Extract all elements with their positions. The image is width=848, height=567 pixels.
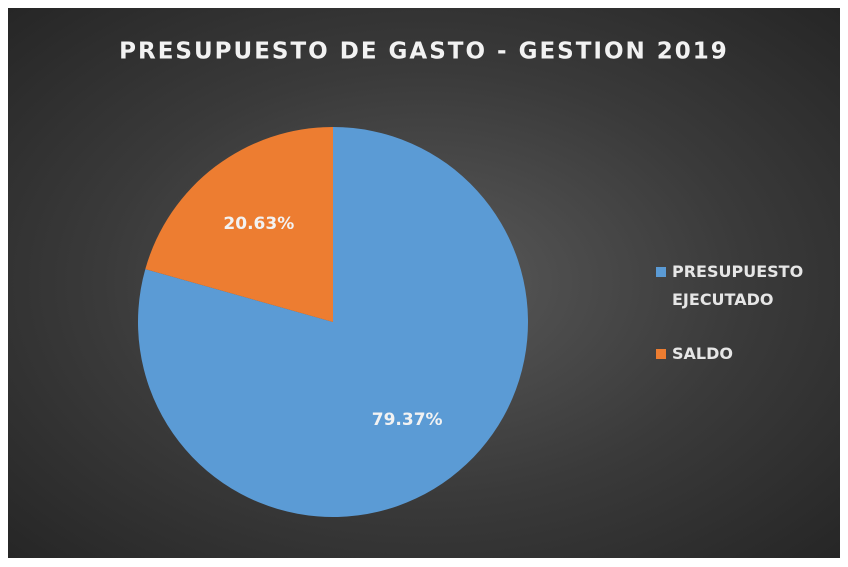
data-label: 79.37%	[372, 410, 443, 430]
legend-label: PRESUPUESTO EJECUTADO	[672, 262, 804, 309]
pie-slice	[145, 127, 333, 322]
legend-swatch	[656, 267, 666, 277]
legend-swatch	[656, 349, 666, 359]
data-label: 20.63%	[223, 214, 294, 234]
legend: PRESUPUESTO EJECUTADO SALDO	[656, 258, 826, 394]
legend-entry: PRESUPUESTO EJECUTADO	[656, 258, 826, 314]
legend-label: SALDO	[672, 344, 733, 363]
chart-title: PRESUPUESTO DE GASTO - GESTION 2019	[119, 39, 729, 65]
legend-entry: SALDO	[656, 340, 826, 368]
